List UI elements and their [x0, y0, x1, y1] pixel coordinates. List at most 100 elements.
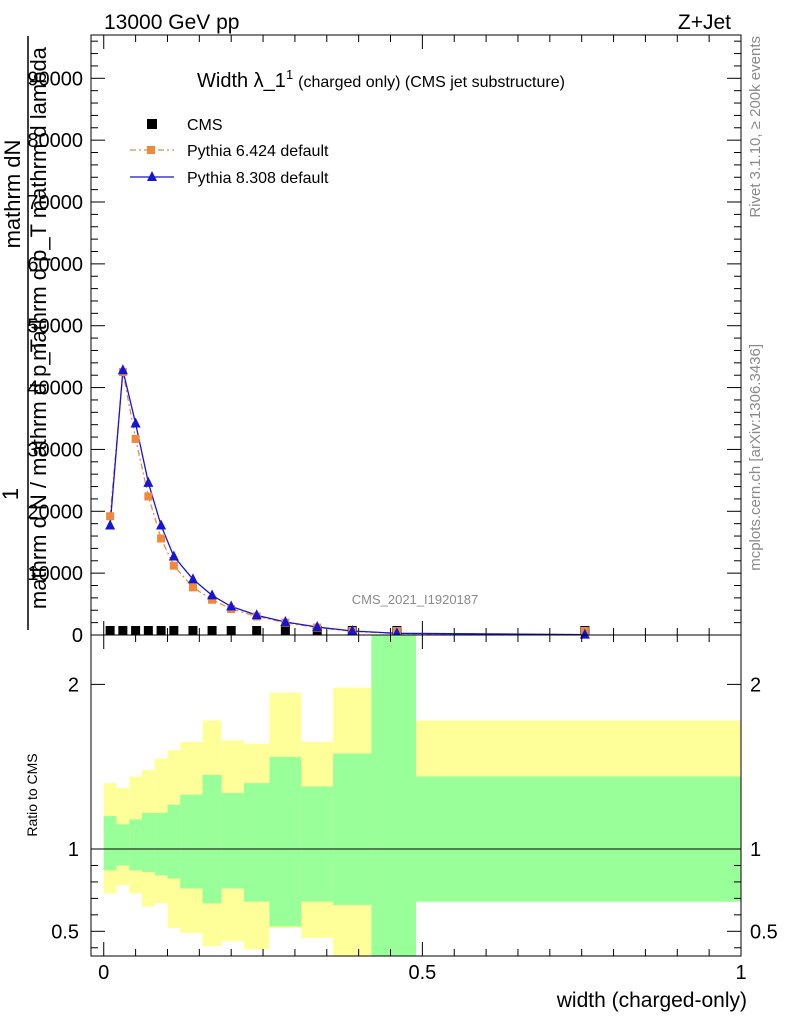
- legend-marker-pythia6: [147, 146, 155, 154]
- ratio-band-bin-1: [116, 824, 130, 866]
- data-point-0: [169, 626, 179, 635]
- data-point-1: [157, 534, 166, 543]
- main-y-tick-label: 80000: [27, 130, 83, 152]
- data-point-1: [188, 583, 197, 592]
- legend-marker-cms: [147, 119, 157, 129]
- ratio-y-tick-label: 0.5: [51, 921, 79, 943]
- data-point-2: [280, 616, 291, 627]
- data-point-2: [168, 550, 179, 561]
- data-point-0: [226, 626, 236, 635]
- data-point-2: [105, 519, 116, 530]
- main-y-tick-label: 10000: [27, 563, 83, 585]
- series-lines: [109, 370, 585, 636]
- x-tick-label: 0: [98, 962, 109, 984]
- chart-title-rest: (charged only) (CMS jet substructure): [298, 74, 565, 91]
- ratio-y-tick-labels: 0.5 0.5 1 1 2 2: [51, 674, 778, 943]
- x-axis-label: width (charged-only): [556, 989, 747, 1012]
- ratio-panel: 0.5 0.51 12 2 0 0.5 1 Ratio to CMS width (cha…: [24, 634, 778, 1012]
- y-label-dn-dpt: mathrm d N / mathrm d p_T: [26, 339, 51, 609]
- y-label-numerator: 1: [0, 488, 23, 500]
- series-line-2: [109, 370, 585, 636]
- data-point-2: [117, 364, 128, 375]
- main-axis-ticks: [91, 35, 742, 636]
- series-line-1: [109, 371, 585, 636]
- ratio-frame: [90, 634, 742, 957]
- energy-label: 13000 GeV pp: [104, 11, 239, 34]
- chart-title: Width λ_11 (charged only) (CMS jet substr…: [197, 67, 565, 92]
- ratio-band-bin-1: [103, 816, 117, 871]
- data-point-0: [252, 626, 262, 635]
- data-point-2: [312, 620, 323, 631]
- data-point-1: [106, 512, 115, 521]
- ratio-bands: [103, 635, 741, 956]
- data-point-0: [143, 626, 153, 635]
- data-point-1: [208, 595, 217, 604]
- legend-label-pythia8: Pythia 8.308 default: [187, 170, 329, 187]
- ratio-band-bin-1: [167, 804, 181, 879]
- data-point-2: [187, 573, 198, 584]
- main-y-tick-label: 70000: [27, 192, 83, 214]
- data-point-2: [226, 600, 237, 611]
- legend: CMS Pythia 6.424 default Pythia 8.308 de…: [130, 117, 329, 187]
- data-point-2: [251, 609, 262, 620]
- data-point-2: [130, 417, 141, 428]
- ratio-band-bin-1: [202, 774, 222, 904]
- ratio-axis-ticks: [91, 635, 742, 956]
- ratio-band-bin-1: [221, 793, 244, 889]
- main-panel: 0 10000 20000 30000 40000 50000 60000 70000 8000…: [0, 34, 742, 647]
- ratio-band-bin-1: [141, 812, 155, 873]
- main-y-axis-label: 1 mathrm dN mathrm d p_T mathrm d lambda…: [0, 36, 51, 630]
- ratio-y-axis-label: Ratio to CMS: [24, 753, 40, 836]
- data-point-1: [144, 492, 153, 501]
- data-point-2: [207, 589, 218, 600]
- data-point-0: [280, 626, 290, 635]
- y-label-dpt-dlambda: mathrm d p_T mathrm d lambda: [26, 46, 51, 361]
- ratio-band-bin-1: [154, 812, 168, 876]
- ratio-y-tick-label: 2: [68, 674, 79, 696]
- data-point-2: [347, 624, 358, 635]
- x-tick-label: 0.5: [408, 962, 436, 984]
- ratio-band-bin-1: [180, 794, 203, 889]
- ratio-band-bin-1: [129, 819, 142, 871]
- main-y-tick-label: 0: [72, 625, 83, 647]
- data-point-2: [143, 476, 154, 487]
- data-point-0: [207, 626, 217, 635]
- chart-title-main: Width λ_1: [197, 70, 286, 92]
- x-tick-label: 1: [735, 962, 746, 984]
- ratio-band-bin-1: [269, 756, 302, 927]
- analysis-watermark: CMS_2021_I1920187: [352, 592, 479, 607]
- legend-label-cms: CMS: [187, 117, 223, 134]
- ratio-x-tick-labels: 0 0.5 1: [98, 962, 746, 984]
- ratio-band-bin-1: [371, 635, 416, 956]
- main-y-tick-label: 50000: [27, 316, 83, 338]
- ratio-y-tick-label-right: 1: [750, 839, 761, 861]
- y-label-dn: mathrm dN: [0, 140, 25, 249]
- data-point-0: [118, 626, 128, 635]
- data-point-2: [156, 519, 167, 530]
- process-label: Z+Jet: [678, 11, 731, 34]
- legend-marker-pythia8: [147, 171, 157, 181]
- ratio-band-bin-1: [416, 776, 741, 902]
- data-point-1: [131, 434, 140, 443]
- main-y-tick-label: 30000: [27, 439, 83, 461]
- chart-title-sup: 1: [286, 67, 293, 82]
- data-point-1: [169, 561, 178, 570]
- ratio-y-tick-label-right: 2: [750, 674, 761, 696]
- data-point-0: [131, 626, 141, 635]
- ratio-band-bin-1: [301, 786, 334, 902]
- main-y-tick-label: 20000: [27, 501, 83, 523]
- main-y-tick-labels: 0 10000 20000 30000 40000 50000 60000 70000 8000…: [27, 68, 83, 647]
- main-y-tick-label: 60000: [27, 254, 83, 276]
- data-point-0: [188, 626, 198, 635]
- legend-label-pythia6: Pythia 6.424 default: [187, 143, 329, 160]
- data-point-0: [105, 626, 115, 635]
- ratio-band-bin-1: [243, 783, 270, 902]
- mcplots-label: mcplots.cern.ch [arXiv:1306.3436]: [747, 344, 764, 571]
- data-point-2: [579, 628, 590, 639]
- ratio-y-tick-label-right: 0.5: [750, 921, 778, 943]
- data-point-0: [156, 626, 166, 635]
- main-y-tick-label: 90000: [27, 68, 83, 90]
- ratio-y-tick-label: 1: [68, 839, 79, 861]
- main-y-tick-label: 40000: [27, 378, 83, 400]
